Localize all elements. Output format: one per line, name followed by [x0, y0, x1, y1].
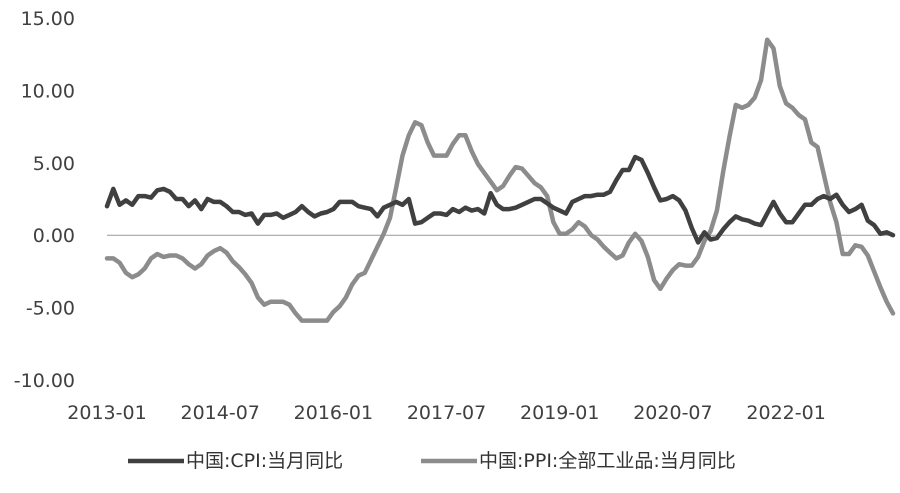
series-line-cpi [104, 154, 896, 245]
y-tick-label: -5.00 [26, 298, 75, 320]
x-tick-label: 2019-01 [520, 402, 599, 424]
y-tick-label: -10.00 [14, 370, 75, 392]
x-tick-label: 2016-01 [294, 402, 373, 424]
series-line-ppi [104, 37, 896, 323]
y-tick-label: 0.00 [33, 225, 75, 247]
legend-label: 中国:CPI:当月同比 [186, 450, 343, 472]
x-tick-label: 2013-01 [67, 402, 146, 424]
y-tick-label: 5.00 [33, 153, 75, 175]
y-tick-label: 15.00 [21, 8, 75, 30]
x-tick-label: 2022-01 [746, 402, 825, 424]
x-tick-label: 2017-07 [407, 402, 486, 424]
legend-label: 中国:PPI:全部工业品:当月同比 [479, 450, 736, 472]
x-tick-label: 2014-07 [180, 402, 259, 424]
y-tick-label: 10.00 [21, 80, 75, 102]
x-tick-label: 2020-07 [633, 402, 712, 424]
